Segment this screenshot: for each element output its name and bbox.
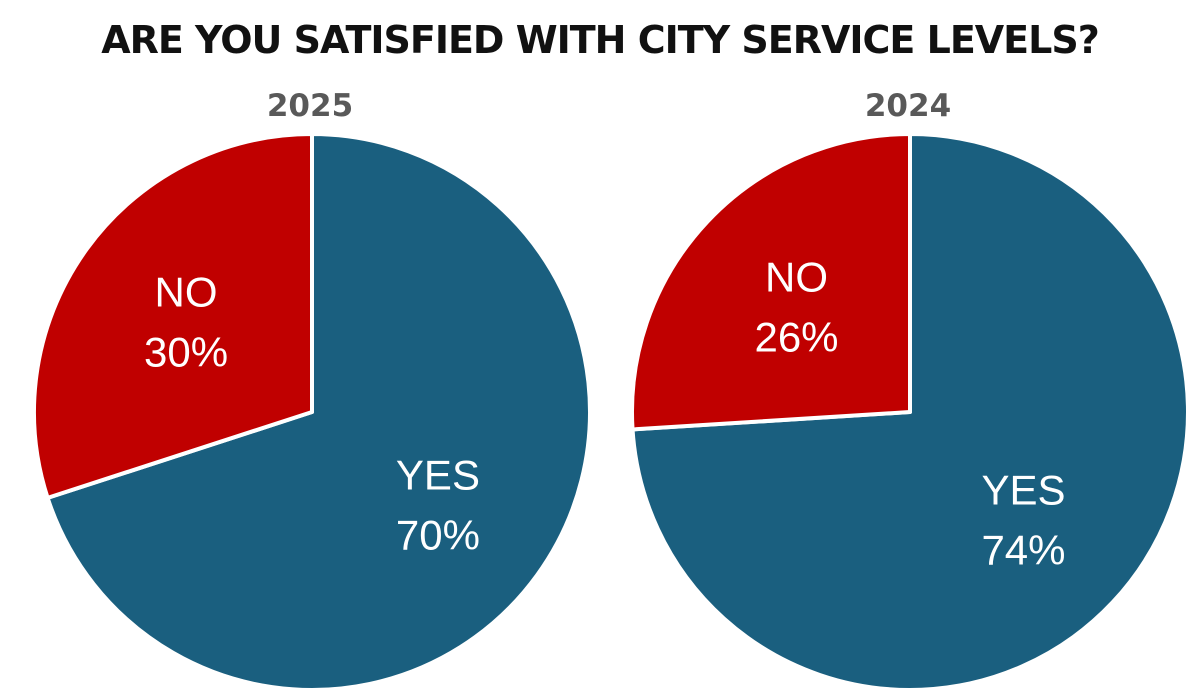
pie-svg: YES 74% NO 26% (630, 132, 1190, 692)
slice-value-yes: 70% (396, 512, 480, 559)
slice-label-yes: YES (981, 467, 1065, 514)
pie-chart-2025: 2025 YES 70% NO 30% (10, 0, 610, 700)
slice-label-no: NO (765, 253, 828, 300)
slice-value-no: 30% (144, 328, 228, 375)
pie-slice-yes (45, 132, 592, 692)
slice-label-no: NO (155, 268, 218, 315)
pie-slice-no (630, 132, 912, 432)
chart-title: ARE YOU SATISFIED WITH CITY SERVICE LEVE… (101, 18, 1100, 62)
pie-slice-no (32, 132, 314, 500)
pie-chart-2024: 2024 YES 74% NO 26% (608, 0, 1200, 700)
slice-label-yes: YES (396, 452, 480, 499)
slice-value-yes: 74% (981, 527, 1065, 574)
pie-svg: YES 70% NO 30% (32, 132, 592, 692)
slice-value-no: 26% (754, 313, 838, 360)
pie-year-label: 2024 (864, 88, 952, 124)
pie-year-label: 2025 (266, 88, 354, 124)
